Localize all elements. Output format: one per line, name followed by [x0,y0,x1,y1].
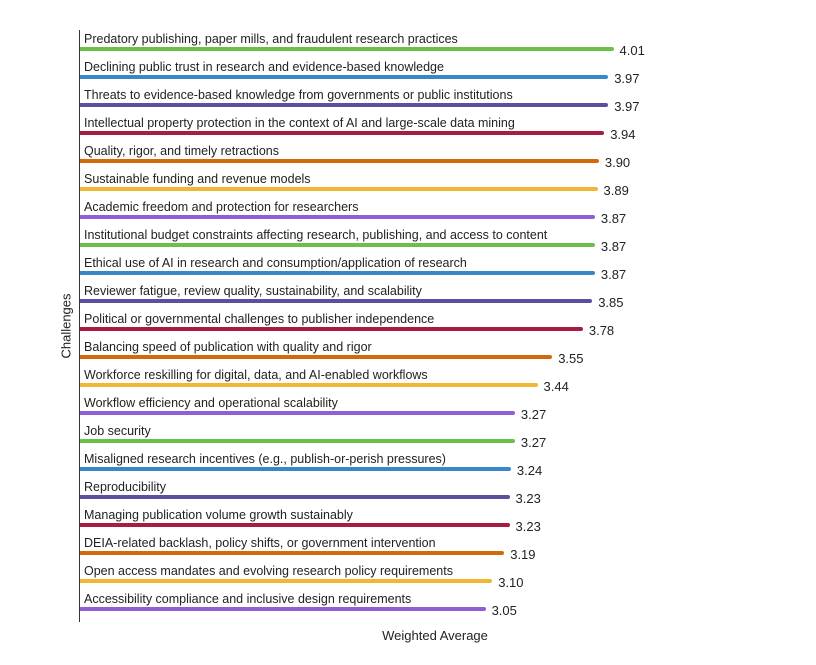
bar [80,579,493,583]
bar [80,47,614,51]
bar-row: Job security 3.27 [80,422,800,450]
value-label: 3.44 [543,379,569,394]
bar [80,607,486,611]
value-label: 3.94 [610,127,636,142]
bar-row: Quality, rigor, and timely retractions 3.… [80,142,800,170]
category-label: DEIA-related backlash, policy shifts, or… [84,536,436,550]
category-label: Predatory publishing, paper mills, and f… [84,32,458,46]
category-label: Managing publication volume growth susta… [84,508,353,522]
bar [80,411,515,415]
bar-row: Accessibility compliance and inclusive d… [80,590,800,618]
category-label: Intellectual property protection in the … [84,116,515,130]
x-axis-title: Weighted Average [382,628,488,643]
category-label: Threats to evidence-based knowledge from… [84,88,513,102]
bar [80,243,595,247]
bar-row: Threats to evidence-based knowledge from… [80,86,800,114]
value-label: 3.85 [598,295,624,310]
value-label: 3.87 [600,239,627,254]
bar [80,327,583,331]
bar [80,299,593,303]
value-label: 3.90 [604,155,631,170]
bar-row: DEIA-related backlash, policy shifts, or… [80,534,800,562]
category-label: Reviewer fatigue, review quality, sustai… [84,284,422,298]
category-label: Quality, rigor, and timely retractions [84,144,279,158]
bar [80,271,595,275]
value-label: 3.97 [614,71,640,86]
bar-row: Intellectual property protection in the … [80,114,800,142]
value-label: 3.23 [515,519,541,534]
category-label: Accessibility compliance and inclusive d… [84,592,412,606]
bar [80,523,510,527]
bar-row: Declining public trust in research and e… [80,58,800,86]
bar-row: Institutional budget constraints affecti… [80,226,800,254]
value-label: 3.19 [510,547,536,562]
bar-row: Balancing speed of publication with qual… [80,338,800,366]
value-label: 3.78 [588,323,615,338]
y-axis-title: Challenges [58,293,74,359]
bar-row: Sustainable funding and revenue models 3.… [80,170,800,198]
bar-row: Managing publication volume growth susta… [80,506,800,534]
y-axis-line [79,30,80,622]
bar [80,551,505,555]
category-label: Job security [84,424,151,438]
category-label: Declining public trust in research and e… [84,60,444,74]
value-label: 3.10 [498,575,524,590]
bar [80,355,553,359]
bar [80,131,605,135]
value-label: 3.55 [558,351,584,366]
bar-row: Predatory publishing, paper mills, and f… [80,30,800,58]
bar-row: Reproducibility 3.23 [80,478,800,506]
value-label: 3.24 [516,463,543,478]
category-label: Sustainable funding and revenue models [84,172,311,186]
bar-row: Political or governmental challenges to … [80,310,800,338]
bar [80,439,515,443]
bar [80,103,609,107]
category-label: Ethical use of AI in research and consum… [84,256,467,270]
value-label: 3.87 [600,267,627,282]
category-label: Reproducibility [84,480,166,494]
bar [80,75,609,79]
category-label: Misaligned research incentives (e.g., pu… [84,452,446,466]
value-label: 4.01 [619,43,645,58]
category-label: Academic freedom and protection for rese… [84,200,359,214]
value-label: 3.97 [614,99,640,114]
category-label: Institutional budget constraints affecti… [84,228,548,242]
bar-row: Reviewer fatigue, review quality, sustai… [80,282,800,310]
bar [80,383,538,387]
bar [80,215,595,219]
bar-row: Ethical use of AI in research and consum… [80,254,800,282]
bar-row: Misaligned research incentives (e.g., pu… [80,450,800,478]
bar [80,495,510,499]
category-label: Balancing speed of publication with qual… [84,340,372,354]
category-label: Political or governmental challenges to … [84,312,435,326]
bar [80,187,598,191]
category-label: Workforce reskilling for digital, data, … [84,368,428,382]
bar-row: Workforce reskilling for digital, data, … [80,366,800,394]
value-label: 3.87 [600,211,627,226]
category-label: Open access mandates and evolving resear… [84,564,453,578]
bar [80,467,511,471]
value-label: 3.27 [520,435,547,450]
value-label: 3.23 [515,491,541,506]
bar-row: Academic freedom and protection for rese… [80,198,800,226]
bar-row: Workflow efficiency and operational scal… [80,394,800,422]
bar-row: Open access mandates and evolving resear… [80,562,800,590]
category-label: Workflow efficiency and operational scal… [84,396,338,410]
value-label: 3.05 [491,603,517,618]
bar [80,159,599,163]
value-label: 3.89 [603,183,629,198]
value-label: 3.27 [520,407,547,422]
